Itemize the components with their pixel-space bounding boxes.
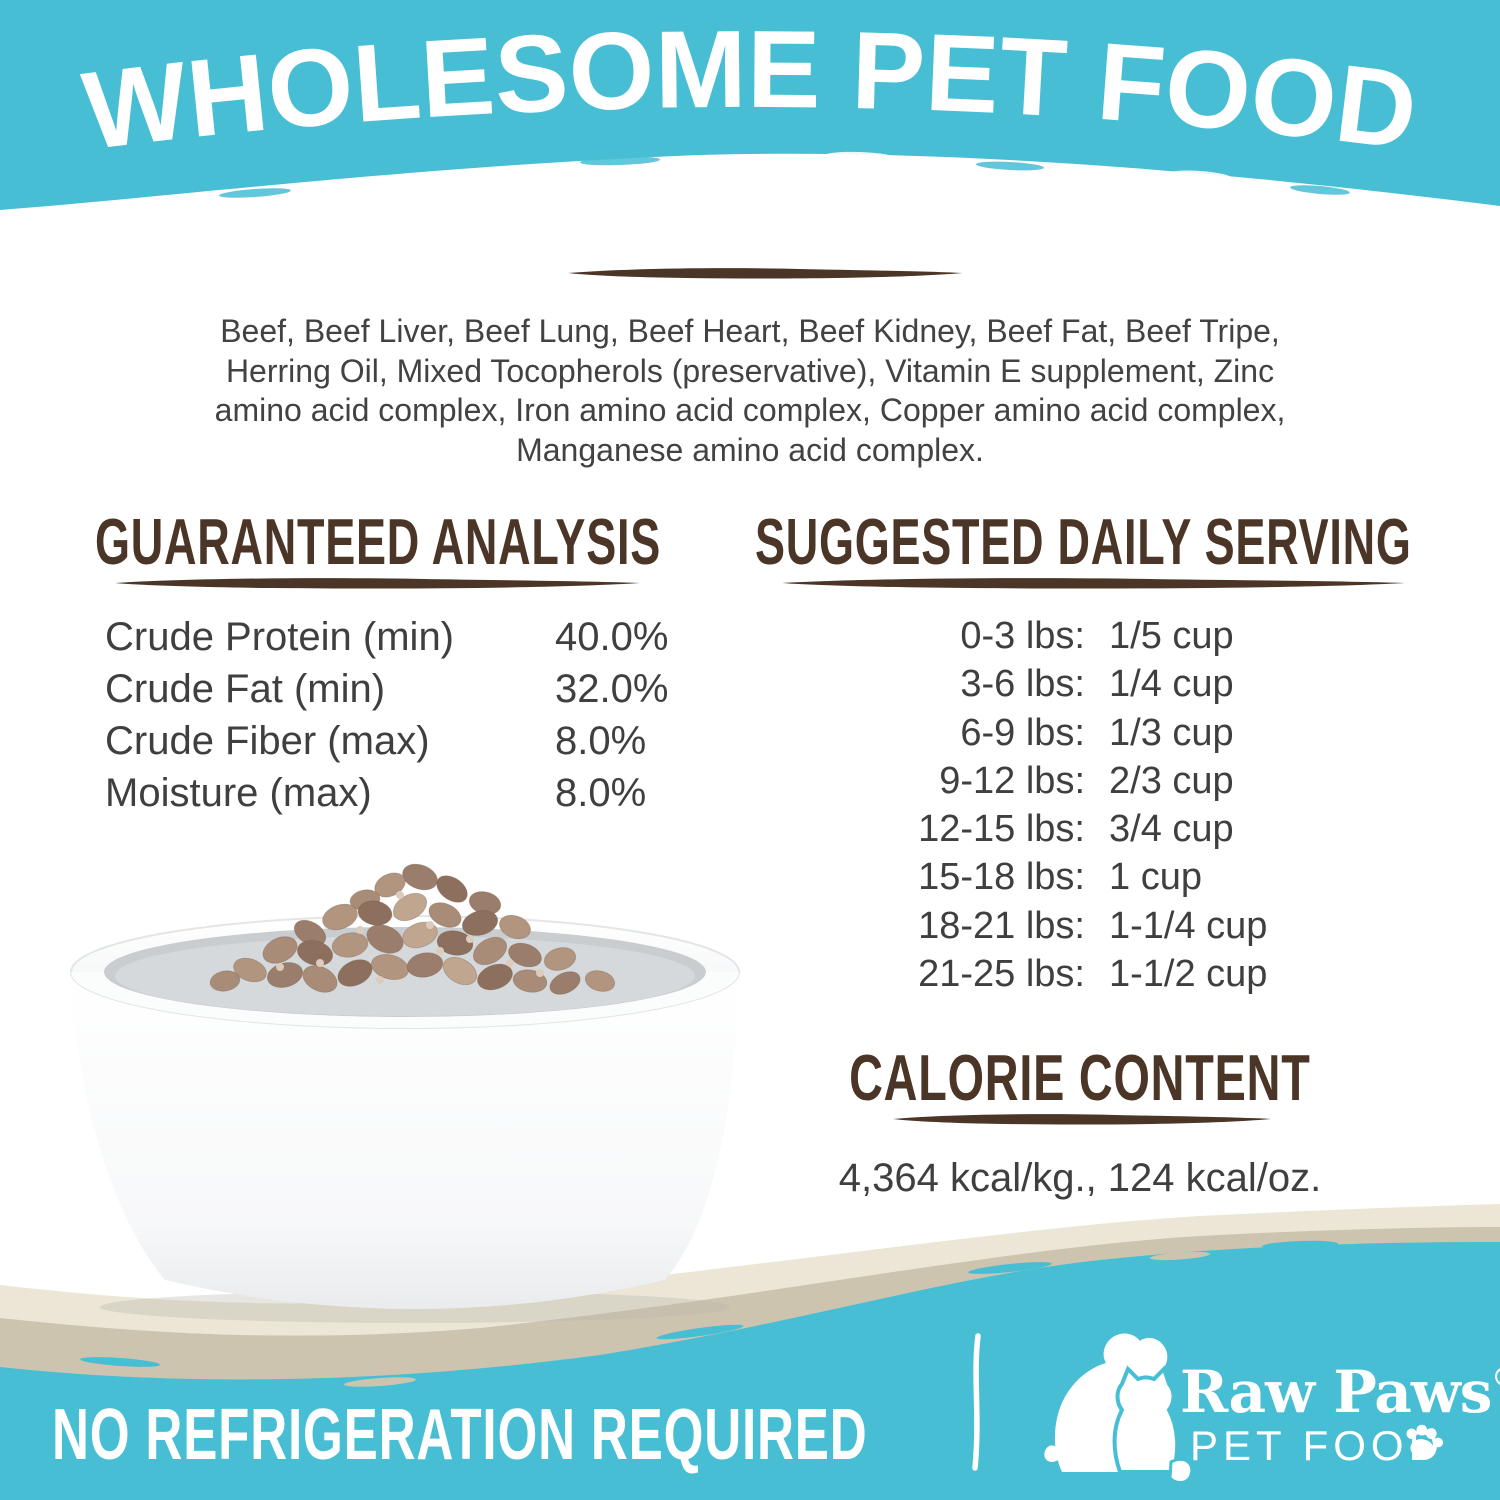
serving-row: 12-15 lbs: 3/4 cup [745,805,1267,853]
daily-serving-heading: SUGGESTED DAILY SERVING [755,505,1412,579]
tan-brush-flecks [344,1251,1210,1387]
serving-row: 15-18 lbs: 1 cup [745,853,1267,901]
guaranteed-analysis-heading: GUARANTEED ANALYSIS [95,505,661,579]
analysis-label: Crude Protein (min) [105,615,455,659]
serving-amount: 1-1/4 cup [1109,904,1268,947]
bowl-rim-front [71,972,739,1028]
food-bowl-photo [70,863,740,1323]
analysis-row: Moisture (max) 8.0% [105,767,668,819]
brush-underline [893,1114,1271,1125]
serving-weight: 3-6 lbs: [960,663,1085,706]
analysis-value: 8.0% [555,719,647,763]
no-refrigeration-claim: NO REFRIGERATION REQUIRED [52,1393,868,1475]
registered-mark: ® [1491,1363,1500,1393]
serving-weight: 18-21 lbs: [918,904,1085,947]
serving-weight: 12-15 lbs: [918,808,1085,851]
analysis-row: Crude Fiber (max) 8.0% [105,715,668,767]
brush-underline [568,268,963,279]
serving-row: 0-3 lbs: 1/5 cup [745,612,1267,660]
top-banner: WHOLESOME PET FOOD [0,0,1500,262]
serving-weight: 6-9 lbs: [960,711,1085,754]
brand-wordmark: Raw Paws® [1180,1358,1500,1426]
analysis-label: Crude Fiber (max) [105,719,430,763]
paw-print-icon [1406,1424,1444,1459]
ingredients-line: amino acid complex, Iron amino acid comp… [214,392,1286,428]
brush-underline [782,578,1405,589]
brush-flecks [219,156,1350,198]
kibble-highlights [276,891,544,984]
serving-amount: 2/3 cup [1109,759,1234,802]
calorie-content-heading: CALORIE CONTENT [849,1041,1311,1115]
serving-row: 9-12 lbs: 2/3 cup [745,757,1267,805]
serving-row: 6-9 lbs: 1/3 cup [745,709,1267,757]
serving-amount: 1/5 cup [1109,615,1234,657]
analysis-value: 8.0% [555,771,647,815]
teal-brush-flecks [80,1240,1338,1367]
serving-weight: 9-12 lbs: [939,759,1085,802]
banner-brush-edge [0,153,1500,262]
guaranteed-analysis-table: Crude Protein (min) 40.0% Crude Fat (min)… [105,611,668,819]
ingredients-line: Manganese amino acid complex. [516,431,984,468]
kibble-mound [209,863,616,995]
serving-amount: 3/4 cup [1109,808,1234,851]
footer-divider [972,1333,981,1471]
brush-flecks-light [106,151,1232,212]
serving-weight: 21-25 lbs: [918,953,1085,996]
bowl-body [71,972,739,1309]
serving-row: 3-6 lbs: 1/4 cup [745,660,1267,708]
serving-row: 21-25 lbs: 1-1/2 cup [745,950,1267,998]
analysis-label: Crude Fat (min) [105,667,386,711]
serving-row: 18-21 lbs: 1-1/4 cup [745,902,1267,950]
brush-underline [115,578,640,589]
serving-weight: 15-18 lbs: [918,856,1085,899]
ingredients-paragraph: Beef, Beef Liver, Beef Lung, Beef Heart,… [0,312,1500,470]
ingredients-line: Beef, Beef Liver, Beef Lung, Beef Heart,… [220,313,1280,349]
analysis-row: Crude Protein (min) 40.0% [105,611,668,663]
analysis-value: 40.0% [555,615,669,659]
serving-amount: 1 cup [1109,856,1202,899]
analysis-row: Crude Fat (min) 32.0% [105,663,668,715]
bottom-banner: Raw Paws® PET FOOD [0,1204,1500,1500]
brand-subtitle: PET FOOD [1190,1422,1444,1469]
analysis-label: Moisture (max) [105,771,372,815]
serving-amount: 1-1/2 cup [1109,953,1268,996]
calorie-value: 4,364 kcal/kg., 124 kcal/oz. [838,1156,1322,1200]
dog-and-cat-silhouette-icon [1044,1333,1194,1484]
daily-serving-table: 0-3 lbs: 1/5 cup 3-6 lbs: 1/4 cup 6-9 lb… [745,612,1267,998]
ingredients-line: Herring Oil, Mixed Tocopherols (preserva… [225,352,1275,389]
serving-weight: 0-3 lbs: [960,615,1085,657]
serving-amount: 1/3 cup [1109,711,1234,754]
serving-amount: 1/4 cup [1109,663,1234,706]
raw-paws-logo: Raw Paws® PET FOOD [1044,1333,1500,1484]
analysis-value: 32.0% [555,667,669,711]
